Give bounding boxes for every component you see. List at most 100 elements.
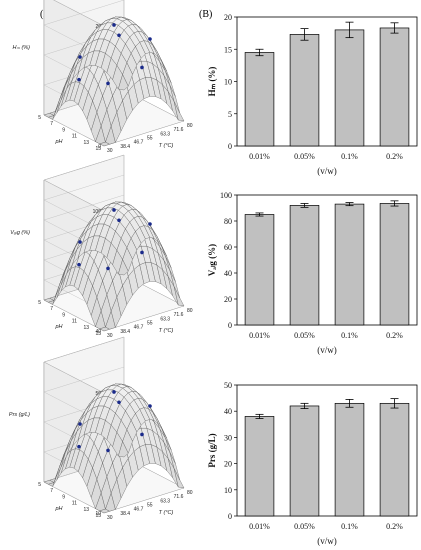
x-tick-label: 9 [62,127,65,133]
x-axis-label: pH [54,324,62,330]
observed-point [117,400,121,405]
y-tick-label: 63.3 [160,498,170,504]
y-tick-label: 63.3 [160,131,170,137]
y-tick-label: 71.6 [174,494,184,500]
y-axis-label: Prs (g/L) [207,433,217,467]
surface-cell [118,441,129,458]
x-tick-label: 11 [72,319,77,325]
y-tick-label: 80 [187,308,193,314]
x-tick-label: 11 [72,501,77,507]
y-tick-label: 40 [224,269,232,278]
bar-charts: 0 5 10 15 20 0.01% 0.05% 0.1% 0.2% Hₘ (%) (v/w) 0 20… [207,13,418,546]
bar [379,27,410,147]
y-tick-label: 30 [107,148,113,154]
x-tick-label: 5 [38,300,41,306]
observed-point [112,390,116,394]
y-tick-label: 10 [224,78,232,87]
bar [289,205,320,326]
observed-point [140,65,144,70]
x-tick-label: 0.1% [341,522,358,531]
x-axis-label: pH [54,139,62,145]
z-axis-label: Hₘ (%) [13,45,31,51]
wall-gridline [53,0,105,27]
bar [244,416,275,517]
y-tick-label: 30 [107,515,113,521]
wall-gridline [43,336,125,394]
x-axis-label: (v/w) [317,166,337,176]
y-tick-label: 30 [224,433,232,442]
x-axis-label: (v/w) [317,536,337,546]
surface-plot-3: 10203040501513119753038.446.75563.371.68… [9,336,193,521]
x-tick-label: 13 [83,325,89,331]
bar [334,203,365,326]
x-tick-label: 7 [50,488,53,494]
y-tick-label: 20 [224,295,232,304]
y-tick-label: 15 [224,45,232,54]
x-tick-label: 0.2% [386,522,403,531]
y-tick-label: 38.4 [120,144,130,150]
observed-point [78,422,82,426]
y-tick-label: 38.4 [120,329,130,335]
x-tick-label: 15 [95,146,101,152]
plot-frame [236,384,418,517]
x-tick-label: 13 [83,140,89,146]
y-tick-label: 10 [224,486,232,495]
z-axis-label: Prs (g/L) [9,412,30,418]
bar [244,52,275,147]
y-tick-label: 63.3 [160,316,170,322]
observed-point [78,240,82,244]
y-tick-label: 20 [224,460,232,469]
y-tick-label: 5 [228,110,232,119]
y-tick-label: 71.6 [174,312,184,318]
surface-plots: 051015201513119753038.446.75563.371.680H… [9,0,193,521]
observed-point [106,266,110,271]
y-axis-label: Vₐₗg (%) [207,244,217,276]
x-tick-label: 9 [62,494,65,500]
surface-cell [118,259,129,276]
x-axis-label: (v/w) [317,345,337,355]
z-tick-label: 100 [93,209,102,215]
y-tick-label: 30 [107,333,113,339]
surface-cell [118,74,129,91]
x-tick-label: 7 [50,121,53,127]
observed-point [77,444,81,449]
x-tick-label: 0.05% [294,522,315,531]
bar-chart-1: 0 5 10 15 20 0.01% 0.05% 0.1% 0.2% Hₘ (%) (v/w) [207,13,418,176]
y-tick-label: 20 [224,13,232,22]
x-tick-label: 11 [72,134,77,140]
bar [379,402,410,517]
bar [334,402,365,517]
x-tick-label: 15 [95,513,101,519]
observed-point [148,404,152,408]
x-tick-label: 0.01% [249,152,270,161]
observed-point [140,432,144,437]
z-tick-label: 0 [98,144,101,150]
x-tick-label: 0.01% [249,331,270,340]
z-axis-label: Vₐₗg (%) [10,230,30,236]
bar [289,34,320,147]
bar-chart-3: 0 10 20 30 40 50 0.01% 0.05% 0.1% 0.2% Prs (g/L) (v… [207,381,418,546]
x-tick-label: 5 [38,482,41,488]
x-tick-label: 15 [95,331,101,337]
observed-point [106,81,110,86]
y-tick-label: 55 [147,136,153,142]
y-tick-label: 0 [228,142,232,151]
y-tick-label: 60 [224,243,232,252]
x-tick-label: 0.1% [341,152,358,161]
observed-point [77,262,81,267]
z-tick-label: 10 [95,511,101,517]
y-tick-label: 40 [224,407,232,416]
observed-point [148,222,152,226]
x-tick-label: 0.2% [386,331,403,340]
x-tick-label: 0.2% [386,152,403,161]
x-axis-label: pH [54,506,62,512]
y-tick-label: 50 [224,381,232,390]
y-tick-label: 55 [147,503,153,509]
bar [379,203,410,326]
y-tick-label: 46.7 [134,325,144,331]
x-tick-label: 0.05% [294,331,315,340]
y-axis-label: T (°C) [159,143,174,149]
y-tick-label: 55 [147,321,153,327]
observed-point [148,37,152,41]
observed-point [106,448,110,453]
